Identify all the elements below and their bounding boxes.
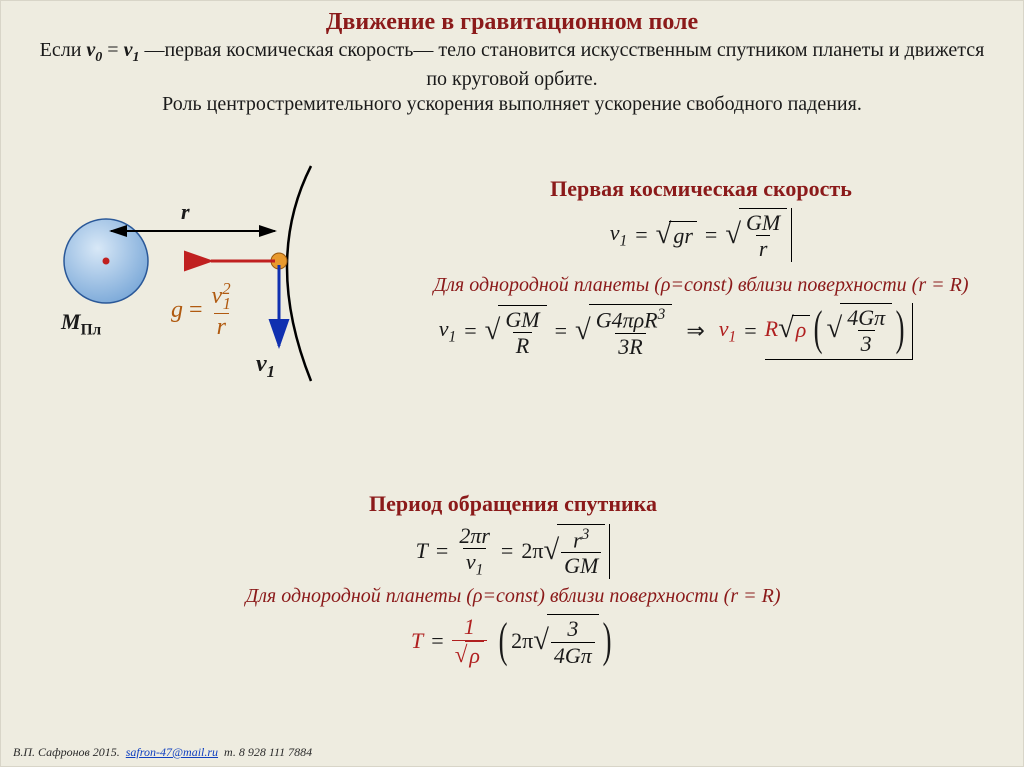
period-section: Период обращения спутника T = 2πr v1 = 2… xyxy=(1,491,1024,674)
page-title: Движение в гравитационном поле xyxy=(1,1,1023,36)
T-uniform-formula: T = 1 √ρ ( 2π √ 34Gπ ) xyxy=(1,614,1024,668)
g-formula: g= v21 r xyxy=(171,279,234,342)
footer-email-link[interactable]: safron-47@mail.ru xyxy=(126,745,218,759)
footer-credits: В.П. Сафронов 2015. safron-47@mail.ru т.… xyxy=(13,745,312,760)
first-cosmic-heading: Первая космическая скорость xyxy=(411,176,991,202)
orbit-arc xyxy=(287,166,311,381)
T-basic-formula: T = 2πr v1 = 2π √ r3 GM xyxy=(1,523,1024,579)
uniform-planet-heading: Для однородной планеты (ρ=const) вблизи … xyxy=(411,274,991,297)
period-heading: Период обращения спутника xyxy=(1,491,1024,517)
v1-uniform-formula: v1 = √ GMR = √ G4πρR3 3R ⇒ v1 = R √ρ ( √… xyxy=(361,303,991,361)
planet-center xyxy=(103,258,110,265)
v1-label: v1 xyxy=(256,351,275,382)
planet-mass-label: MПл xyxy=(61,309,101,339)
intro-text: Если v0 = v1 —первая космическая скорост… xyxy=(1,36,1023,117)
v1-basic-formula: v1 = √gr = √ GMr xyxy=(411,208,991,262)
uniform-planet-heading-2: Для однородной планеты (ρ=const) вблизи … xyxy=(1,585,1024,608)
r-label: r xyxy=(181,199,190,225)
orbit-diagram: r MПл g= v21 r v1 xyxy=(51,161,391,421)
formula-column: Первая космическая скорость v1 = √gr = √… xyxy=(411,176,991,366)
